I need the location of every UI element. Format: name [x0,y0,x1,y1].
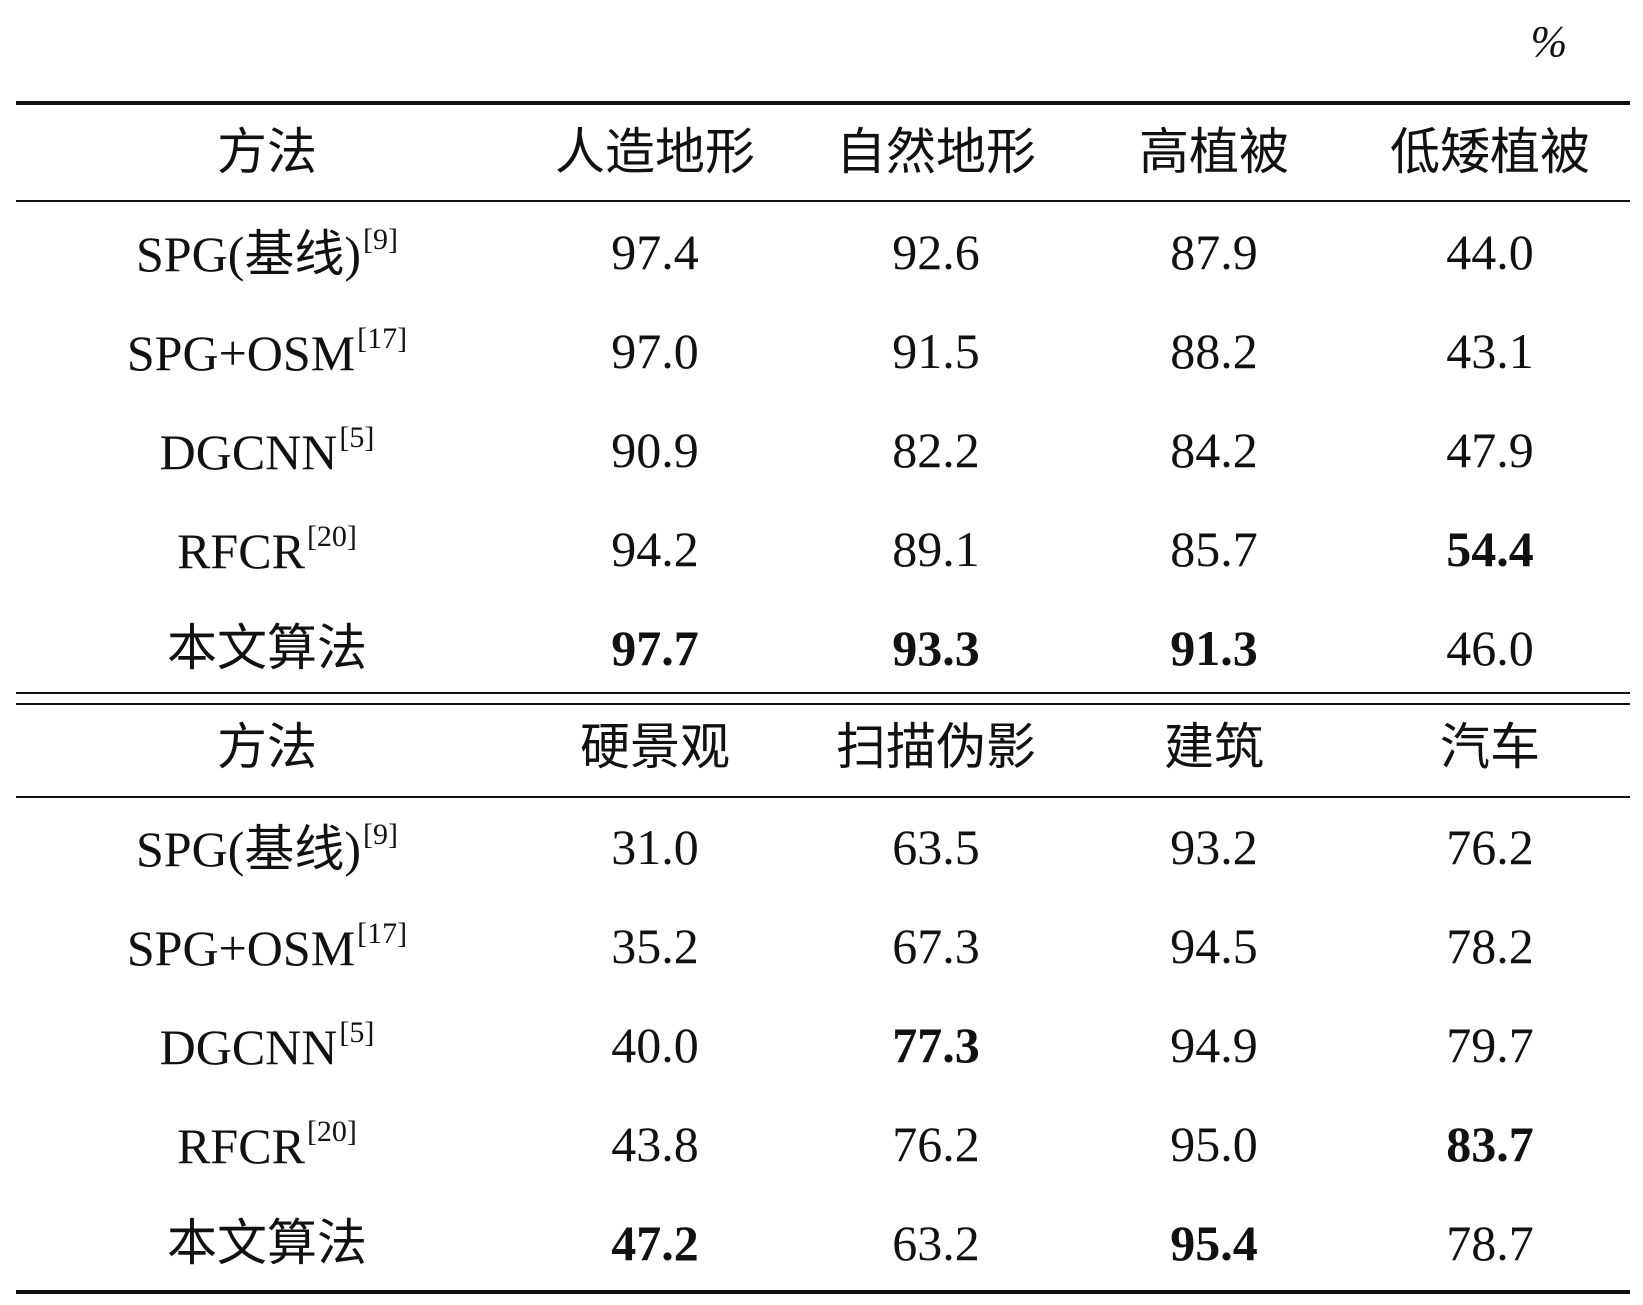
method-name: DGCNN [159,424,338,480]
double-rule [16,703,1630,705]
reference: [17] [357,917,408,950]
header-cell: 汽车 [1440,719,1540,775]
value-cell: 97.0 [611,323,699,379]
value-cell: 89.1 [892,521,980,577]
reference: [5] [339,1016,375,1049]
header-cell: 高植被 [1139,124,1289,180]
reference: [5] [339,421,375,454]
method-cell: DGCNN[5] [159,421,375,480]
header-rule [16,200,1630,202]
value-cell: 95.4 [1170,1215,1258,1271]
value-cell: 67.3 [892,918,980,974]
method-name: SPG+OSM [126,920,356,976]
reference: [20] [306,520,357,553]
method-cell: 本文算法 [167,1218,367,1268]
value-cell: 40.0 [611,1017,699,1073]
value-cell: 31.0 [611,819,699,875]
value-cell: 78.7 [1446,1215,1534,1271]
header-cell: 人造地形 [555,124,755,180]
method-name: SPG(基线) [135,226,362,282]
value-cell: 78.2 [1446,918,1534,974]
double-rule [16,692,1630,694]
value-cell: 97.4 [611,224,699,280]
value-cell: 93.3 [892,620,980,676]
method-name: SPG+OSM [126,325,356,381]
value-cell: 76.2 [892,1116,980,1172]
value-cell: 44.0 [1446,224,1534,280]
method-name: 本文算法 [167,620,367,676]
reference: [17] [357,322,408,355]
value-cell: 91.3 [1170,620,1258,676]
reference: [20] [306,1115,357,1148]
value-cell: 91.5 [892,323,980,379]
value-cell: 47.2 [611,1215,699,1271]
value-cell: 92.6 [892,224,980,280]
value-cell: 94.9 [1170,1017,1258,1073]
bottom-rule [16,1290,1630,1294]
value-cell: 76.2 [1446,819,1534,875]
method-name: DGCNN [159,1019,338,1075]
value-cell: 47.9 [1446,422,1534,478]
reference: [9] [363,818,399,851]
value-cell: 43.8 [611,1116,699,1172]
method-cell: DGCNN[5] [159,1016,375,1075]
header-cell: 硬景观 [580,719,730,775]
method-cell: RFCR[20] [177,1115,357,1174]
method-cell: RFCR[20] [177,520,357,579]
value-cell: 87.9 [1170,224,1258,280]
reference: [9] [363,223,399,256]
value-cell: 84.2 [1170,422,1258,478]
header-cell: 方法 [217,124,317,180]
header-cell: 扫描伪影 [836,719,1036,775]
value-cell: 97.7 [611,620,699,676]
value-cell: 77.3 [892,1017,980,1073]
top-rule [16,101,1630,105]
value-cell: 95.0 [1170,1116,1258,1172]
value-cell: 94.5 [1170,918,1258,974]
method-name: RFCR [177,523,305,579]
header-cell: 建筑 [1164,719,1264,775]
value-cell: 93.2 [1170,819,1258,875]
value-cell: 83.7 [1446,1116,1534,1172]
method-cell: SPG+OSM[17] [126,917,408,976]
value-cell: 54.4 [1446,521,1534,577]
header-cell: 低矮植被 [1390,124,1590,180]
method-name: RFCR [177,1118,305,1174]
method-cell: SPG+OSM[17] [126,322,408,381]
header-cell: 自然地形 [836,124,1036,180]
value-cell: 90.9 [611,422,699,478]
method-name: SPG(基线) [135,821,362,877]
method-cell: SPG(基线)[9] [135,818,399,877]
value-cell: 94.2 [611,521,699,577]
value-cell: 82.2 [892,422,980,478]
header-cell: 方法 [217,719,317,775]
method-name: 本文算法 [167,1215,367,1271]
method-cell: SPG(基线)[9] [135,223,399,282]
value-cell: 79.7 [1446,1017,1534,1073]
value-cell: 63.2 [892,1215,980,1271]
unit: % [1530,17,1568,66]
value-cell: 46.0 [1446,620,1534,676]
value-cell: 35.2 [611,918,699,974]
value-cell: 88.2 [1170,323,1258,379]
header-rule [16,796,1630,798]
value-cell: 43.1 [1446,323,1534,379]
value-cell: 85.7 [1170,521,1258,577]
value-cell: 63.5 [892,819,980,875]
method-cell: 本文算法 [167,623,367,673]
